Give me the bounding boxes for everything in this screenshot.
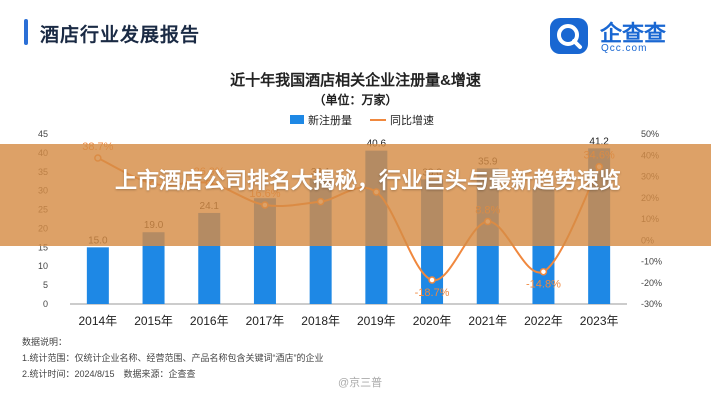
x-tick-label: 2019年 [357,314,396,328]
legend-label-bar: 新注册量 [308,113,352,127]
logo-sub: Qcc.com [601,43,648,54]
growth-rate-label: -18.7% [415,287,450,299]
banner-headline: 上市酒店公司排名大揭秘，行业巨头与最新趋势速览 [114,168,621,193]
notes-line-1: 1.统计范围：仅统计企业名称、经营范围、产品名称包含关键词“酒店”的企业 [22,353,324,363]
y-right-tick: -20% [641,278,662,288]
chart-subtitle: （单位：万家） [313,93,398,107]
headline-banner: 上市酒店公司排名大揭秘，行业巨头与最新趋势速览 [0,144,711,246]
x-tick-label: 2014年 [78,314,117,328]
y-left-tick: 0 [43,299,48,309]
x-tick-label: 2015年 [134,314,173,328]
x-tick-label: 2023年 [580,314,619,328]
legend-label-line: 同比增速 [390,113,434,127]
x-tick-label: 2017年 [246,314,285,328]
y-left-tick: 45 [38,129,48,139]
x-tick-label: 2020年 [413,314,452,328]
bar-2015年 [142,232,165,304]
header-accent-bar [24,19,28,45]
report-title: 酒店行业发展报告 [40,25,201,46]
y-right-tick: -10% [641,257,662,267]
chart-title: 近十年我国酒店相关企业注册量&增速 [230,72,481,89]
data-notes: 数据说明： 1.统计范围：仅统计企业名称、经营范围、产品名称包含关键词“酒店”的… [22,334,324,382]
growth-rate-point [428,276,436,284]
y-right-tick: -30% [641,299,662,309]
x-tick-label: 2018年 [301,314,340,328]
x-tick-label: 2022年 [524,314,563,328]
y-right-tick: 50% [641,129,659,139]
legend-swatch-bar [290,115,304,124]
watermark: @京三普 [338,377,383,389]
notes-line-2: 2.统计时间：2024/8/15 数据来源：企查查 [22,369,196,379]
y-left-tick: 5 [43,280,48,290]
x-tick-label: 2021年 [468,314,507,328]
growth-rate-point [539,267,548,276]
report-header: 酒店行业发展报告 企查查 Qcc.com [0,0,711,64]
qcc-logo-icon [550,18,588,54]
y-left-tick: 15 [38,242,48,252]
bar-2014年 [86,247,109,304]
y-left-tick: 10 [38,261,48,271]
notes-heading: 数据说明： [22,337,68,347]
x-tick-label: 2016年 [190,314,229,328]
growth-rate-label: -14.8% [526,279,561,291]
bar-value-label: 41.2 [589,136,609,147]
qcc-logo: 企查查 Qcc.com [548,16,698,56]
logo-name: 企查查 [600,21,667,46]
